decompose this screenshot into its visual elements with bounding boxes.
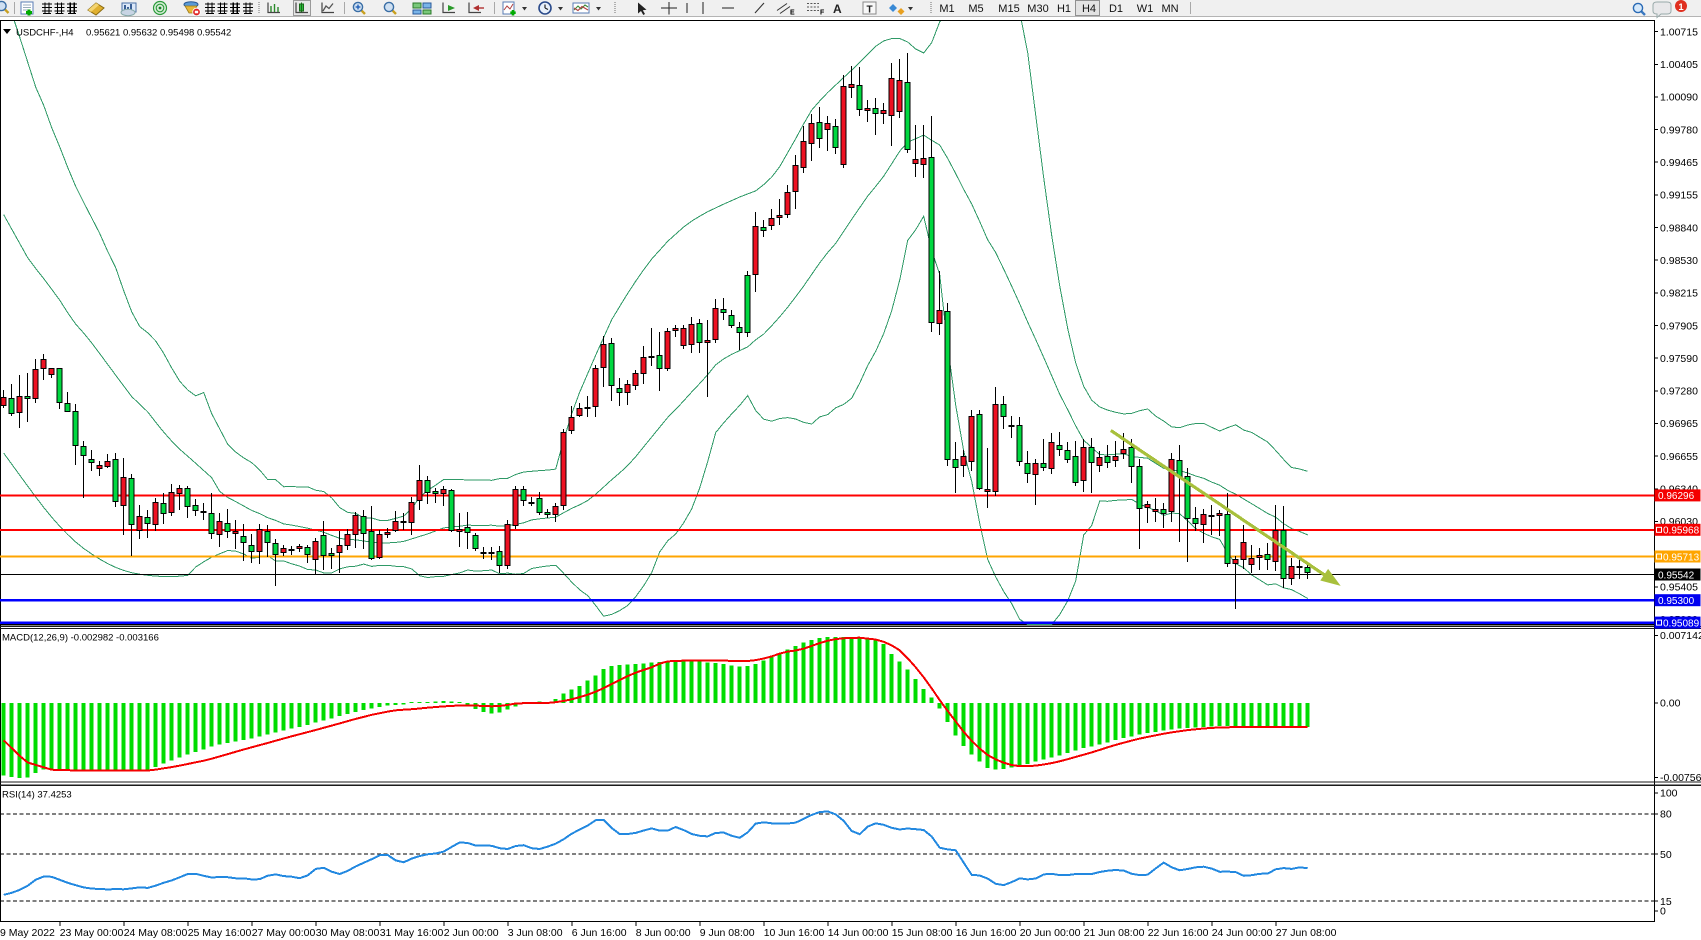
- svg-text:30 May 08:00: 30 May 08:00: [316, 927, 380, 939]
- svg-text:W1: W1: [1137, 3, 1154, 15]
- svg-text:0.95405: 0.95405: [1660, 582, 1698, 594]
- svg-text:8 Jun 00:00: 8 Jun 00:00: [636, 927, 691, 939]
- svg-text:0.95968: 0.95968: [1663, 526, 1700, 537]
- svg-text:1.00090: 1.00090: [1660, 92, 1698, 104]
- svg-text:16 Jun 16:00: 16 Jun 16:00: [956, 927, 1017, 939]
- svg-text:0.97280: 0.97280: [1660, 386, 1698, 398]
- svg-text:80: 80: [1660, 809, 1672, 821]
- svg-text:0.96296: 0.96296: [1658, 491, 1695, 502]
- svg-text:0.98530: 0.98530: [1660, 255, 1698, 267]
- svg-text:0.00: 0.00: [1660, 698, 1681, 710]
- svg-text:M1: M1: [939, 3, 954, 15]
- svg-text:MACD(12,26,9) -0.002982 -0.003: MACD(12,26,9) -0.002982 -0.003166: [2, 633, 159, 644]
- svg-text:MN: MN: [1161, 3, 1178, 15]
- svg-text:M30: M30: [1027, 3, 1048, 15]
- svg-text:M5: M5: [968, 3, 983, 15]
- svg-text:0.95300: 0.95300: [1658, 596, 1695, 607]
- svg-text:3 Jun 08:00: 3 Jun 08:00: [508, 927, 563, 939]
- svg-text:0.96655: 0.96655: [1660, 451, 1698, 463]
- svg-text:1: 1: [1678, 2, 1684, 13]
- svg-text:2 Jun 00:00: 2 Jun 00:00: [444, 927, 499, 939]
- svg-text:0.96965: 0.96965: [1660, 418, 1698, 430]
- svg-text:50: 50: [1660, 849, 1672, 861]
- svg-text:0.98840: 0.98840: [1660, 222, 1698, 234]
- svg-text:24 Jun 00:00: 24 Jun 00:00: [1212, 927, 1273, 939]
- svg-text:100: 100: [1660, 788, 1678, 800]
- svg-text:0.007142: 0.007142: [1660, 630, 1701, 642]
- svg-text:F: F: [820, 10, 825, 17]
- svg-text:0.99465: 0.99465: [1660, 157, 1698, 169]
- svg-text:24 May 08:00: 24 May 08:00: [124, 927, 188, 939]
- svg-text:23 May 00:00: 23 May 00:00: [60, 927, 124, 939]
- svg-text:T: T: [867, 5, 873, 16]
- svg-text:27 Jun 08:00: 27 Jun 08:00: [1276, 927, 1337, 939]
- svg-text:6 Jun 16:00: 6 Jun 16:00: [572, 927, 627, 939]
- svg-text:0.99780: 0.99780: [1660, 124, 1698, 136]
- svg-text:31 May 16:00: 31 May 16:00: [380, 927, 444, 939]
- svg-text:9 Jun 08:00: 9 Jun 08:00: [700, 927, 755, 939]
- svg-text:0.95621 0.95632 0.95498 0.9554: 0.95621 0.95632 0.95498 0.95542: [86, 28, 231, 39]
- svg-text:D1: D1: [1109, 3, 1123, 15]
- svg-text:0.95542: 0.95542: [1658, 570, 1695, 581]
- svg-text:0.97905: 0.97905: [1660, 320, 1698, 332]
- svg-text:1.00405: 1.00405: [1660, 59, 1698, 71]
- svg-text:1.00715: 1.00715: [1660, 26, 1698, 38]
- svg-text:A: A: [833, 2, 842, 16]
- svg-text:USDCHF-,H4: USDCHF-,H4: [16, 28, 74, 39]
- svg-text:15 Jun 08:00: 15 Jun 08:00: [892, 927, 953, 939]
- svg-text:14 Jun 00:00: 14 Jun 00:00: [828, 927, 889, 939]
- svg-text:0.98215: 0.98215: [1660, 288, 1698, 300]
- svg-text:0.97590: 0.97590: [1660, 353, 1698, 365]
- svg-text:10 Jun 16:00: 10 Jun 16:00: [764, 927, 825, 939]
- svg-text:25 May 16:00: 25 May 16:00: [188, 927, 252, 939]
- svg-text:21 Jun 08:00: 21 Jun 08:00: [1084, 927, 1145, 939]
- svg-text:0.95713: 0.95713: [1663, 552, 1700, 563]
- svg-text:RSI(14) 37.4253: RSI(14) 37.4253: [2, 790, 72, 801]
- svg-text:27 May 00:00: 27 May 00:00: [252, 927, 316, 939]
- svg-text:9 May 2022: 9 May 2022: [0, 927, 55, 939]
- svg-text:H4: H4: [1082, 3, 1096, 15]
- svg-text:H1: H1: [1057, 3, 1071, 15]
- svg-text:20 Jun 00:00: 20 Jun 00:00: [1020, 927, 1081, 939]
- svg-text:E: E: [790, 10, 795, 17]
- svg-text:0.95089: 0.95089: [1663, 618, 1700, 629]
- svg-text:M15: M15: [998, 3, 1019, 15]
- svg-text:0.99155: 0.99155: [1660, 190, 1698, 202]
- svg-text:22 Jun 16:00: 22 Jun 16:00: [1148, 927, 1209, 939]
- svg-text:0: 0: [1660, 906, 1666, 918]
- svg-text:15: 15: [1660, 896, 1672, 908]
